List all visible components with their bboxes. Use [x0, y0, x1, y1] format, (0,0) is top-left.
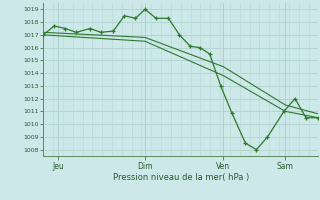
X-axis label: Pression niveau de la mer( hPa ): Pression niveau de la mer( hPa ): [113, 173, 249, 182]
